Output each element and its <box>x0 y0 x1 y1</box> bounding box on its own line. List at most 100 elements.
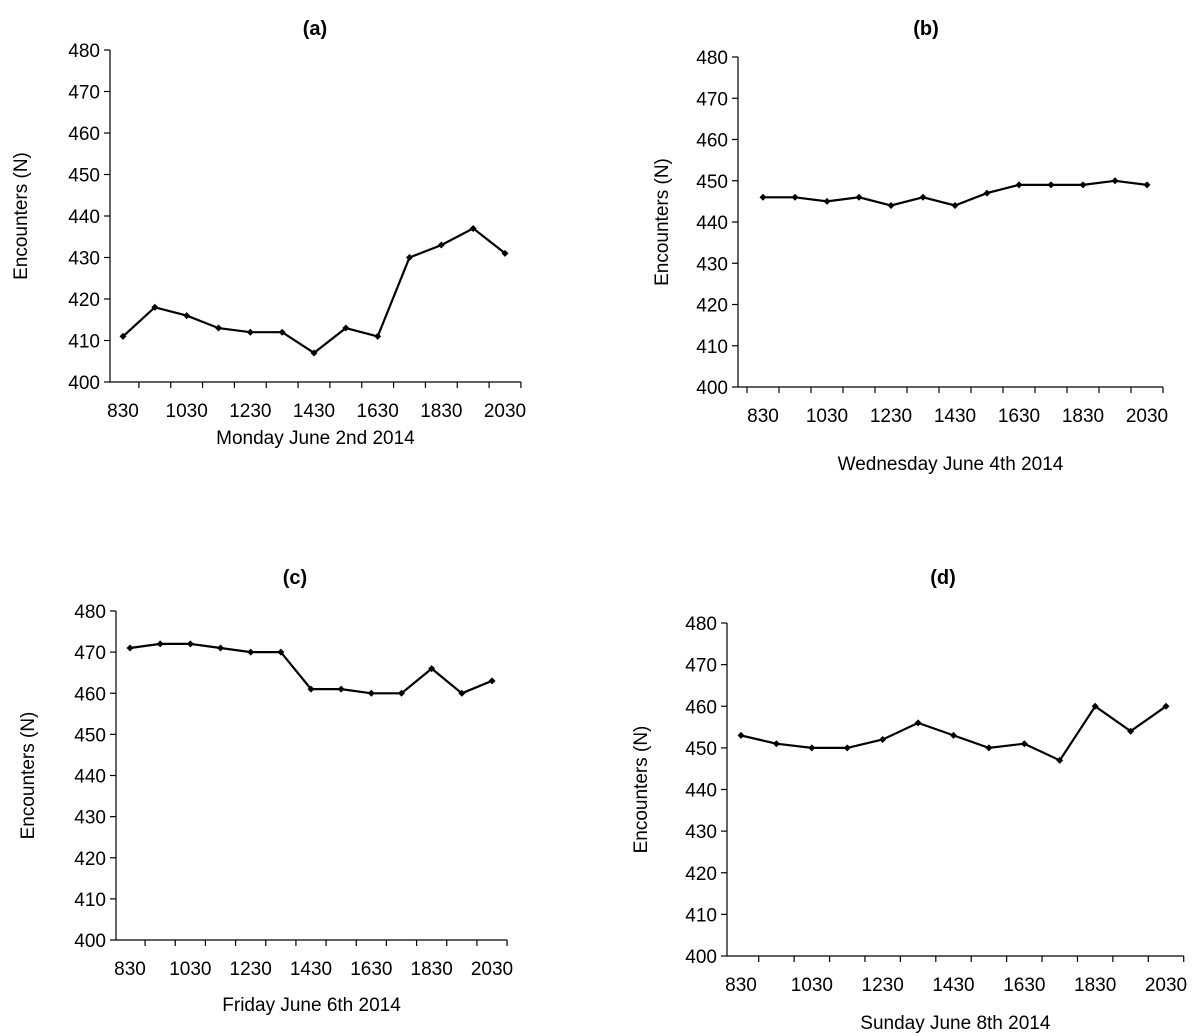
y-tick-label: 410 <box>68 332 100 353</box>
data-point <box>985 744 993 752</box>
data-point <box>126 644 134 652</box>
data-point <box>183 312 191 320</box>
x-axis-label: Wednesday June 4th 2014 <box>838 454 1064 475</box>
chart-title: (b) <box>913 18 939 40</box>
data-point <box>156 640 164 648</box>
x-tick-label: 1630 <box>1003 975 1045 996</box>
data-point <box>398 689 405 697</box>
y-tick-label: 450 <box>74 725 106 746</box>
data-point <box>1091 702 1099 710</box>
y-tick-label: 480 <box>74 602 106 623</box>
x-tick-label: 1430 <box>934 406 976 427</box>
y-tick-label: 400 <box>685 947 717 968</box>
chart-title: (c) <box>283 567 307 589</box>
y-tick-label: 450 <box>68 166 100 187</box>
data-point <box>879 736 887 744</box>
y-tick-label: 420 <box>68 290 100 311</box>
y-tick-label: 400 <box>68 373 100 394</box>
x-tick-label: 1630 <box>350 959 392 980</box>
data-point <box>437 241 445 249</box>
y-tick-label: 400 <box>74 931 106 952</box>
y-tick-label: 430 <box>68 249 100 270</box>
data-point <box>951 202 959 209</box>
data-point <box>367 689 375 697</box>
data-point <box>488 677 496 685</box>
data-point <box>151 303 159 311</box>
x-tick-label: 1830 <box>1074 975 1116 996</box>
x-tick-label: 830 <box>747 406 779 427</box>
data-point <box>887 202 895 209</box>
y-tick-label: 430 <box>685 822 717 843</box>
y-tick-label: 410 <box>696 337 728 358</box>
y-tick-label: 460 <box>74 684 106 705</box>
data-point <box>855 193 863 201</box>
y-tick-label: 420 <box>696 296 728 317</box>
data-point <box>919 193 927 201</box>
x-tick-label: 830 <box>725 975 757 996</box>
data-point <box>215 324 222 332</box>
data-point <box>808 744 816 752</box>
y-tick-label: 450 <box>685 739 717 760</box>
y-tick-label: 440 <box>74 767 106 788</box>
data-point <box>501 249 509 257</box>
data-point <box>119 332 127 340</box>
series-line <box>122 227 506 355</box>
data-point <box>1015 181 1023 189</box>
data-point <box>914 719 922 727</box>
x-tick-label: 1030 <box>791 975 833 996</box>
data-point <box>1047 181 1055 189</box>
x-tick-label: 2030 <box>471 959 513 980</box>
y-tick-label: 460 <box>696 131 728 152</box>
data-point <box>337 685 345 693</box>
data-point <box>247 648 255 656</box>
data-point <box>278 328 286 336</box>
x-tick-label: 1630 <box>357 401 399 422</box>
data-point <box>458 689 466 697</box>
y-tick-label: 470 <box>74 643 106 664</box>
data-point <box>759 193 767 201</box>
x-tick-label: 2030 <box>1145 975 1187 996</box>
y-tick-label: 430 <box>696 254 728 275</box>
data-point <box>1079 181 1087 189</box>
x-tick-label: 1030 <box>166 401 208 422</box>
data-point <box>428 665 436 673</box>
y-tick-label: 470 <box>68 83 100 104</box>
x-tick-label: 1830 <box>1062 406 1104 427</box>
y-tick-label: 480 <box>696 48 728 69</box>
x-tick-label: 2030 <box>484 401 526 422</box>
y-tick-label: 440 <box>68 207 100 228</box>
y-tick-label: 410 <box>74 890 106 911</box>
x-tick-label: 830 <box>107 401 139 422</box>
x-tick-label: 1630 <box>998 406 1040 427</box>
y-tick-label: 460 <box>68 124 100 145</box>
y-axis-label: Encounters (N) <box>631 726 652 854</box>
data-point <box>406 254 413 261</box>
y-tick-label: 440 <box>696 213 728 234</box>
chart-panel-3: (c) 400 410 420 430 440 450 460 470 480 830 1030 123… <box>18 567 513 1016</box>
x-tick-label: 1830 <box>420 401 462 422</box>
y-axis-label: Encounters (N) <box>18 712 39 840</box>
x-axis-label: Sunday June 8th 2014 <box>860 1013 1051 1034</box>
data-point <box>823 197 831 205</box>
y-tick-label: 420 <box>74 849 106 870</box>
data-point <box>1127 727 1135 735</box>
chart-title: (a) <box>303 18 327 40</box>
y-axis-label: Encounters (N) <box>652 158 673 286</box>
x-tick-label: 1230 <box>230 959 272 980</box>
x-tick-label: 1030 <box>169 959 211 980</box>
chart-panel-4: (d) 400 410 420 430 440 450 460 470 480 830 1030 123… <box>631 567 1187 1034</box>
x-tick-label: 1230 <box>229 401 271 422</box>
y-axis-label: Encounters (N) <box>11 152 32 280</box>
x-tick-label: 1430 <box>290 959 332 980</box>
chart-panel-2: (b) 400 410 420 430 440 450 460 470 480 830 1030 123… <box>652 18 1168 475</box>
data-point <box>1111 177 1119 185</box>
y-tick-label: 450 <box>696 172 728 193</box>
y-tick-label: 440 <box>685 781 717 802</box>
x-axis-label: Friday June 6th 2014 <box>222 995 401 1016</box>
y-tick-label: 480 <box>685 614 717 635</box>
data-point <box>374 332 382 340</box>
data-point <box>950 731 957 739</box>
data-point <box>1020 740 1028 748</box>
data-point <box>791 193 799 201</box>
